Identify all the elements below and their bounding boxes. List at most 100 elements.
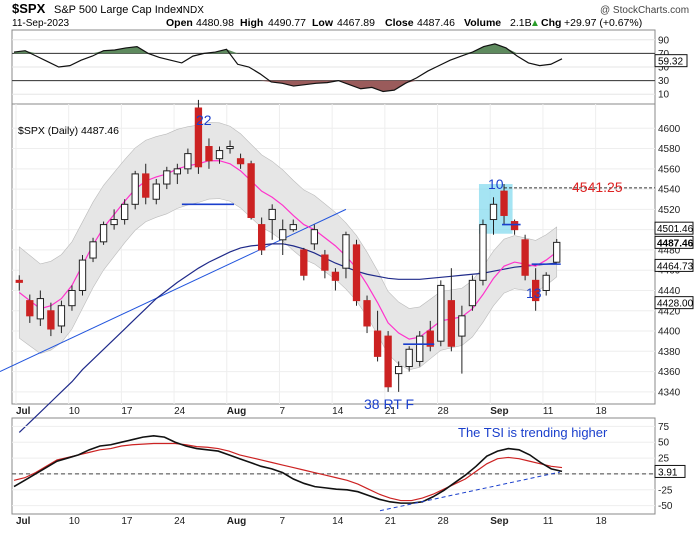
candle-body bbox=[205, 146, 213, 162]
wave-count-label: 38 RT F bbox=[364, 396, 414, 412]
candle-body bbox=[373, 330, 382, 357]
x-tick-label: 18 bbox=[596, 516, 608, 527]
candle-body bbox=[310, 229, 319, 245]
x-tick-label: 11 bbox=[543, 406, 554, 417]
tsi-signal-line bbox=[13, 442, 563, 502]
price-label: 4428.00 bbox=[657, 299, 694, 310]
last-value-label: 3.91 bbox=[658, 467, 678, 478]
candle-body bbox=[394, 366, 403, 375]
candle-body bbox=[152, 183, 160, 200]
x-tick-label: Sep bbox=[490, 406, 508, 417]
y-tick-label: 4400 bbox=[658, 327, 681, 338]
candle-body bbox=[110, 219, 118, 226]
candle-body bbox=[279, 229, 287, 241]
x-tick-label: 24 bbox=[174, 516, 186, 527]
open-value: 4480.98 bbox=[196, 17, 234, 29]
candle-body bbox=[215, 150, 224, 160]
open-label: Open bbox=[166, 17, 193, 29]
high-label: High bbox=[240, 17, 263, 29]
price-label: 4501.46 bbox=[657, 224, 694, 235]
price-label: 4487.46 bbox=[657, 238, 694, 249]
candle-body bbox=[331, 271, 340, 281]
ma-fast-line bbox=[18, 160, 558, 340]
ma-slow-line bbox=[18, 243, 557, 433]
x-tick-label: 10 bbox=[69, 406, 81, 417]
candle-body bbox=[89, 241, 97, 259]
x-tick-label: 21 bbox=[385, 516, 397, 527]
candle-body bbox=[142, 173, 150, 198]
y-tick-label: -25 bbox=[658, 485, 673, 496]
candle-body bbox=[78, 259, 87, 291]
candle-body bbox=[468, 279, 477, 307]
x-tick-label: Jul bbox=[16, 406, 31, 417]
x-tick-label: 10 bbox=[69, 516, 81, 527]
wave-count-label: 10 bbox=[488, 176, 504, 192]
close-label: Close bbox=[385, 17, 414, 29]
x-tick-label: 24 bbox=[174, 406, 186, 417]
x-tick-label: 14 bbox=[332, 516, 344, 527]
candle-body bbox=[321, 254, 329, 271]
symbol: $SPX bbox=[12, 1, 46, 16]
candle-body bbox=[163, 170, 171, 185]
top-indicator: 103050709059.32 bbox=[12, 35, 688, 101]
price-label-box bbox=[654, 258, 694, 272]
candle-body bbox=[268, 208, 276, 221]
candle-body bbox=[68, 289, 76, 307]
candle-body bbox=[426, 330, 434, 347]
x-tick-label: Sep bbox=[490, 516, 508, 527]
wave-count-label: 13 bbox=[526, 285, 542, 301]
candle-body bbox=[384, 335, 392, 388]
y-tick-label: 4480 bbox=[658, 245, 681, 256]
candle-body bbox=[47, 310, 55, 330]
low-label: Low bbox=[312, 17, 334, 29]
x-tick-label: 17 bbox=[121, 406, 133, 417]
candle-body bbox=[57, 305, 66, 327]
y-tick-label: 4520 bbox=[658, 205, 681, 216]
x-tick-label: 18 bbox=[596, 406, 608, 417]
y-tick-label: 4540 bbox=[658, 185, 681, 196]
candle-body bbox=[289, 224, 297, 231]
candle-body bbox=[236, 158, 245, 165]
price-label-box bbox=[654, 221, 694, 235]
candle-body bbox=[542, 274, 550, 291]
x-tick-label: 17 bbox=[121, 516, 133, 527]
x-tick-label: 28 bbox=[438, 516, 450, 527]
y-tick-label: 4380 bbox=[658, 347, 681, 358]
target-price-label: 4541.25 bbox=[572, 179, 623, 195]
x-tick-label: 28 bbox=[438, 406, 450, 417]
candle-body bbox=[300, 249, 308, 276]
x-tick-label: 21 bbox=[385, 406, 397, 417]
candle-body bbox=[99, 224, 108, 243]
candle-body bbox=[531, 279, 540, 302]
x-tick-label: Aug bbox=[227, 516, 246, 527]
last-value-box bbox=[654, 464, 686, 478]
chg-value: +29.97 (+0.67%) bbox=[564, 17, 642, 29]
y-tick-label: 50 bbox=[658, 438, 670, 449]
candle-body bbox=[194, 107, 203, 168]
candle-body bbox=[489, 203, 498, 221]
x-tick-label: 11 bbox=[543, 516, 554, 527]
exchange: INDX bbox=[180, 5, 204, 16]
x-tick-label: 7 bbox=[279, 516, 285, 527]
candle-body bbox=[437, 284, 445, 342]
y-tick-label: 10 bbox=[658, 90, 670, 101]
volume-value: 2.1B bbox=[510, 17, 532, 29]
price-label: 4464.73 bbox=[657, 261, 694, 272]
candle-body bbox=[257, 224, 266, 251]
y-tick-label: 75 bbox=[658, 422, 670, 433]
candle-body bbox=[15, 279, 23, 283]
y-tick-label: 30 bbox=[658, 76, 670, 87]
tsi-indicator: 7550250-25-503.91 bbox=[12, 422, 686, 512]
watermark: @ StockCharts.com bbox=[600, 5, 689, 16]
close-value: 4487.46 bbox=[417, 17, 455, 29]
y-tick-label: 4360 bbox=[658, 367, 681, 378]
tsi-note: The TSI is trending higher bbox=[458, 425, 608, 440]
x-axis: Jul Jul 10 10 17 17 24 24 Aug Aug 7 7 14 14 21 21 28 28 Se… bbox=[16, 406, 607, 527]
x-tick-label: Jul bbox=[16, 516, 31, 527]
y-tick-label: 4420 bbox=[658, 306, 681, 317]
price-label-box bbox=[654, 296, 694, 310]
candle-body bbox=[131, 173, 139, 205]
price-label-box bbox=[654, 235, 694, 249]
